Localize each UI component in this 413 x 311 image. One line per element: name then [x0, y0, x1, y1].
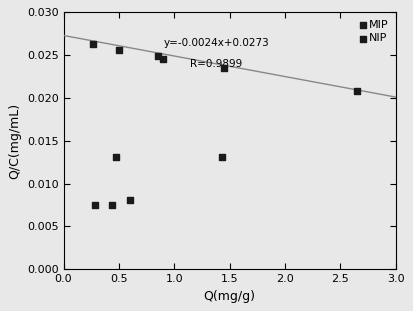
Text: R=0.9899: R=0.9899: [190, 58, 242, 69]
NIP: [218, 155, 225, 160]
MIP: [160, 57, 166, 62]
Text: y=-0.0024x+0.0273: y=-0.0024x+0.0273: [164, 38, 269, 48]
MIP: [90, 42, 97, 47]
X-axis label: Q(mg/g): Q(mg/g): [204, 290, 256, 303]
MIP: [221, 66, 228, 71]
NIP: [109, 202, 116, 207]
NIP: [112, 155, 119, 160]
NIP: [91, 202, 98, 207]
Y-axis label: Q/C(mg/mL): Q/C(mg/mL): [8, 103, 21, 179]
NIP: [127, 197, 133, 202]
MIP: [116, 48, 122, 53]
MIP: [354, 89, 361, 94]
Legend: MIP, NIP: MIP, NIP: [358, 18, 390, 46]
MIP: [154, 53, 161, 58]
